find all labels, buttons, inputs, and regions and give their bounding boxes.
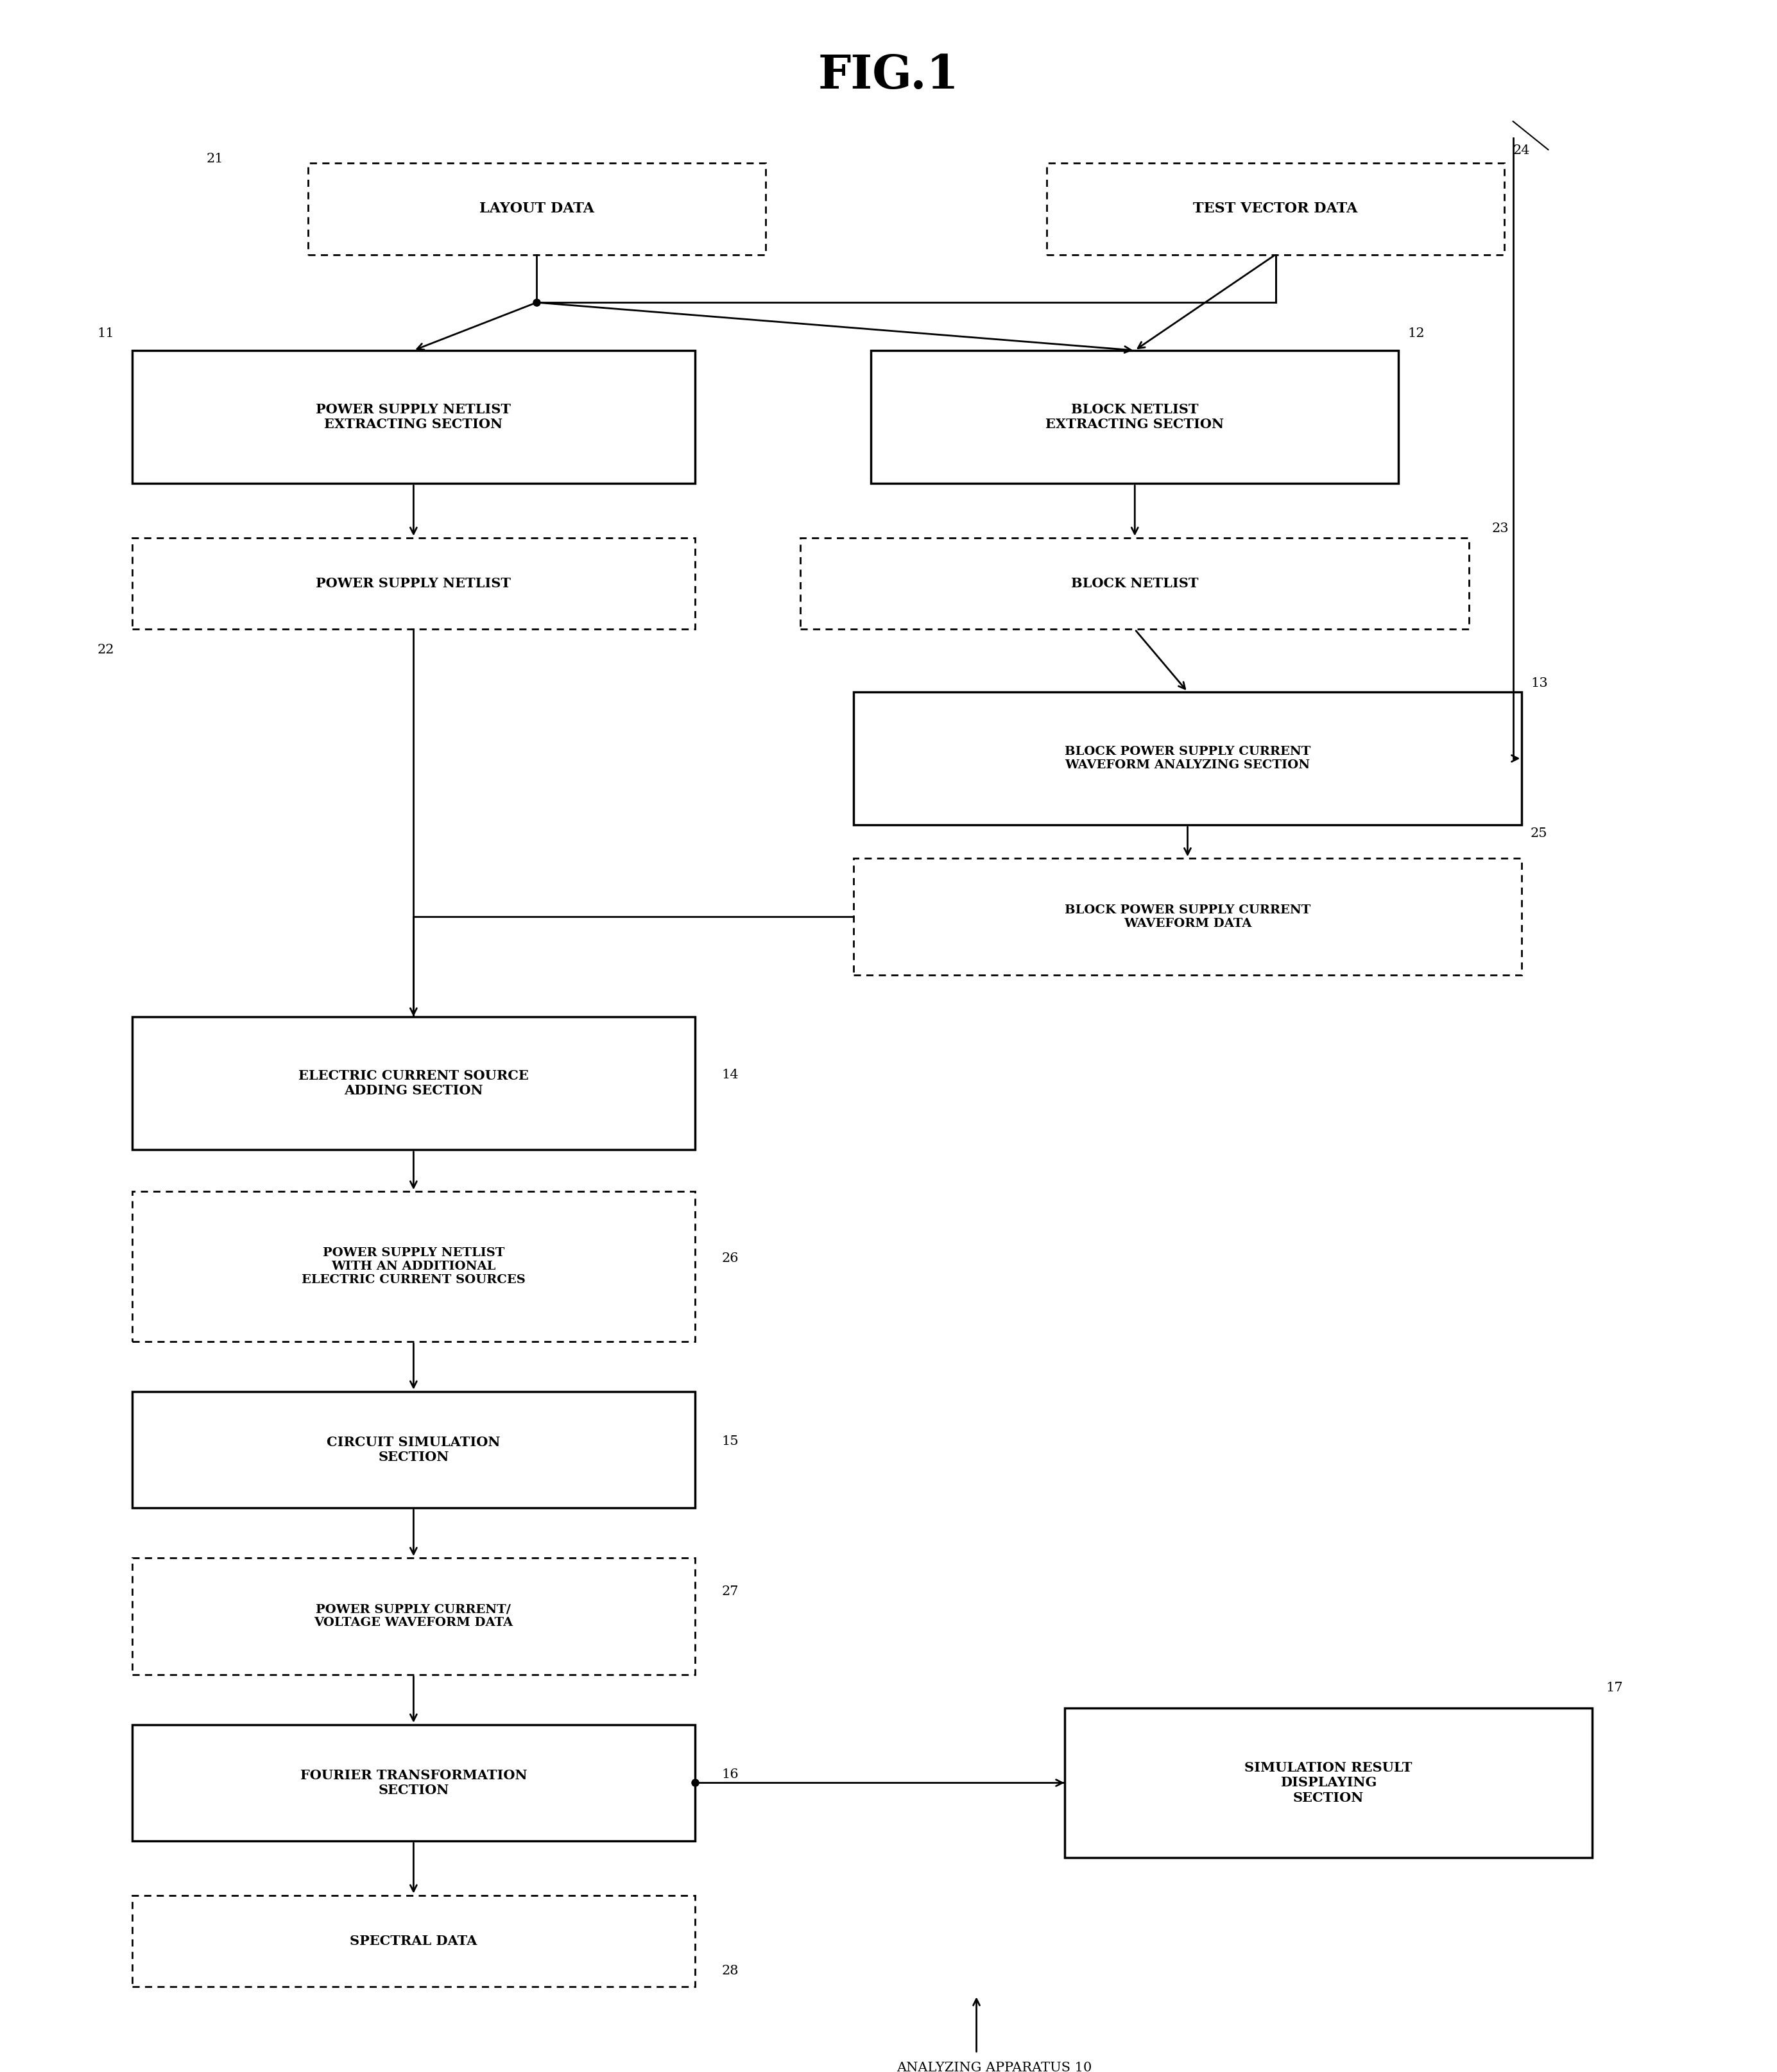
Text: 21: 21	[206, 153, 224, 166]
Text: FIG.1: FIG.1	[817, 52, 960, 97]
Text: BLOCK NETLIST: BLOCK NETLIST	[1072, 578, 1198, 591]
Text: 13: 13	[1530, 678, 1548, 690]
Bar	[801, 539, 1470, 630]
Text: POWER SUPPLY CURRENT/
VOLTAGE WAVEFORM DATA: POWER SUPPLY CURRENT/ VOLTAGE WAVEFORM D…	[315, 1604, 514, 1629]
Bar	[853, 692, 1521, 825]
Text: CIRCUIT SIMULATION
SECTION: CIRCUIT SIMULATION SECTION	[327, 1436, 501, 1463]
Bar	[131, 1896, 695, 1987]
Bar	[871, 350, 1398, 483]
Bar	[131, 1558, 695, 1674]
Bar	[131, 539, 695, 630]
Text: POWER SUPPLY NETLIST
EXTRACTING SECTION: POWER SUPPLY NETLIST EXTRACTING SECTION	[316, 404, 512, 431]
Text: 24: 24	[1512, 145, 1530, 157]
Text: 14: 14	[721, 1069, 739, 1082]
Text: BLOCK NETLIST
EXTRACTING SECTION: BLOCK NETLIST EXTRACTING SECTION	[1045, 404, 1224, 431]
Text: 12: 12	[1407, 327, 1425, 340]
Bar	[1047, 164, 1503, 255]
Bar	[131, 350, 695, 483]
Text: 27: 27	[721, 1585, 739, 1598]
Text: SPECTRAL DATA: SPECTRAL DATA	[350, 1935, 478, 1948]
Text: BLOCK POWER SUPPLY CURRENT
WAVEFORM ANALYZING SECTION: BLOCK POWER SUPPLY CURRENT WAVEFORM ANAL…	[1064, 746, 1311, 771]
Bar	[131, 1392, 695, 1508]
Text: 26: 26	[721, 1251, 739, 1264]
Text: 25: 25	[1530, 827, 1548, 839]
Bar	[131, 1017, 695, 1150]
Text: ELECTRIC CURRENT SOURCE
ADDING SECTION: ELECTRIC CURRENT SOURCE ADDING SECTION	[299, 1069, 528, 1096]
Text: 28: 28	[721, 1964, 739, 1977]
Bar	[131, 1191, 695, 1341]
Text: SIMULATION RESULT
DISPLAYING
SECTION: SIMULATION RESULT DISPLAYING SECTION	[1244, 1761, 1413, 1805]
Text: ANALYZING APPARATUS 10: ANALYZING APPARATUS 10	[896, 2062, 1091, 2072]
Text: BLOCK POWER SUPPLY CURRENT
WAVEFORM DATA: BLOCK POWER SUPPLY CURRENT WAVEFORM DATA	[1064, 903, 1311, 928]
Text: POWER SUPPLY NETLIST: POWER SUPPLY NETLIST	[316, 578, 512, 591]
Text: 16: 16	[721, 1767, 739, 1780]
Bar	[853, 858, 1521, 976]
Text: POWER SUPPLY NETLIST
WITH AN ADDITIONAL
ELECTRIC CURRENT SOURCES: POWER SUPPLY NETLIST WITH AN ADDITIONAL …	[302, 1247, 526, 1285]
Text: 22: 22	[98, 644, 114, 657]
Text: 23: 23	[1493, 522, 1509, 535]
Text: 11: 11	[98, 327, 114, 340]
Text: 17: 17	[1606, 1682, 1624, 1695]
Text: TEST VECTOR DATA: TEST VECTOR DATA	[1192, 201, 1358, 215]
Bar	[307, 164, 766, 255]
Text: 15: 15	[721, 1436, 739, 1448]
Bar	[131, 1724, 695, 1842]
Text: FOURIER TRANSFORMATION
SECTION: FOURIER TRANSFORMATION SECTION	[300, 1769, 528, 1796]
Bar	[1064, 1707, 1592, 1859]
Text: LAYOUT DATA: LAYOUT DATA	[480, 201, 594, 215]
